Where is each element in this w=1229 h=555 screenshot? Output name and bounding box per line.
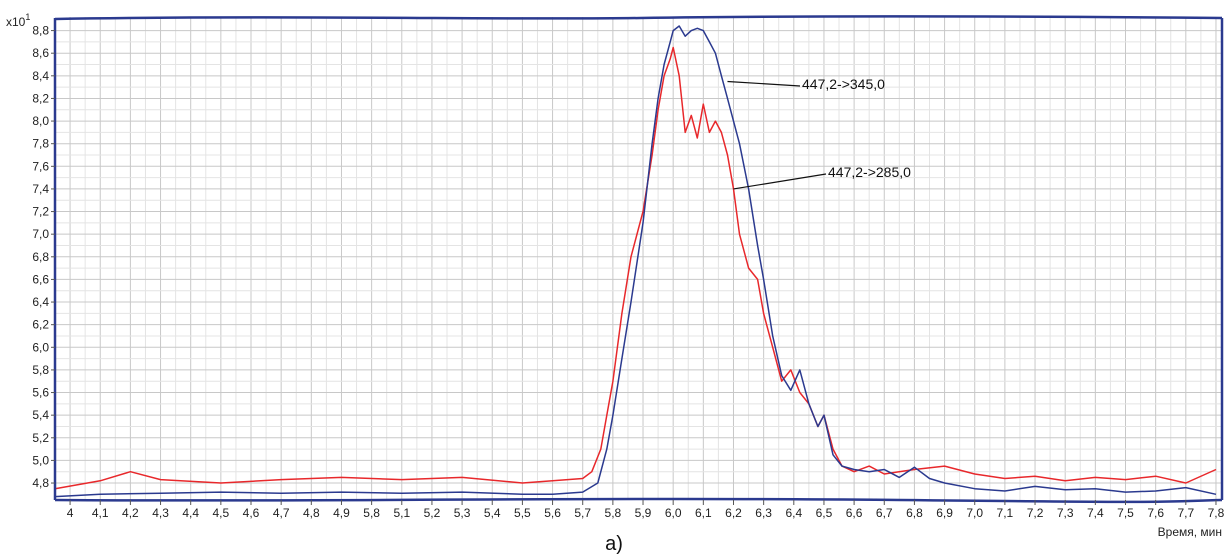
series-line-1	[54, 46, 1217, 490]
annotation-label: 447,2->285,0	[828, 164, 911, 180]
annotation-leader-line	[733, 173, 827, 190]
plot-frame	[53, 15, 1224, 504]
x-tick-label: 4,6	[243, 506, 260, 520]
x-tick-label: 5,2	[424, 506, 441, 520]
y-tick-label: 6,8	[32, 250, 49, 264]
x-tick-label: 7,7	[1177, 506, 1194, 520]
x-tick-label: 6,7	[876, 506, 893, 520]
x-tick-label: 4,5	[213, 506, 230, 520]
x-tick-label: 7,1	[997, 506, 1014, 520]
x-tick-label: 6,6	[846, 506, 863, 520]
x-tick-label: 6,5	[816, 506, 833, 520]
y-tick-labels: 4,8 5,0 5,2 5,4 5,6 5,8 6,0 6,2 6,4 6,6 6,8 7,0 7,2 7…	[32, 24, 55, 490]
series-group	[54, 25, 1217, 498]
y-tick-label: 7,8	[32, 137, 49, 151]
annotation-leader-line	[727, 80, 801, 87]
y-tick-label: 8,2	[32, 91, 49, 105]
x-tick-label: 5,8	[605, 506, 622, 520]
x-tick-label: 5,9	[635, 506, 652, 520]
frame-top	[54, 15, 1223, 21]
x-tick-label: 7,2	[1027, 506, 1044, 520]
y-tick-label: 8,0	[32, 114, 49, 128]
y-tick-label: 7,0	[32, 227, 49, 241]
x-tick-label: 4,9	[333, 506, 350, 520]
x-tick-label: 7,6	[1147, 506, 1164, 520]
y-tick-label: 6,6	[32, 272, 49, 286]
y-tick-label: 4,8	[32, 476, 49, 490]
y-tick-label: 5,0	[32, 453, 49, 467]
x-tick-label: 7,8	[1208, 506, 1225, 520]
y-tick-label: 8,8	[32, 24, 49, 38]
x-tick-label: 4	[67, 506, 74, 520]
y-tick-label: 7,6	[32, 159, 49, 173]
y-tick-label: 8,4	[32, 69, 49, 83]
x-tick-label: 7,3	[1057, 506, 1074, 520]
y-tick-label: 6,2	[32, 318, 49, 332]
figure-caption: а)	[605, 533, 623, 555]
grid	[55, 17, 1222, 500]
y-tick-label: 8,6	[32, 46, 49, 60]
frame-bottom	[54, 497, 1223, 504]
x-tick-label: 7,0	[966, 506, 983, 520]
x-tick-label: 4,3	[152, 506, 169, 520]
y-tick-label: 5,4	[32, 408, 49, 422]
x-tick-label: 6,3	[755, 506, 772, 520]
x-tick-label: 7,4	[1087, 506, 1104, 520]
y-exponent-power: 1	[25, 12, 30, 22]
x-tick-label: 4,1	[92, 506, 109, 520]
y-tick-label: 6,4	[32, 295, 49, 309]
x-tick-label: 4,2	[122, 506, 139, 520]
x-tick-label: 4,4	[182, 506, 199, 520]
x-tick-label: 5,6	[544, 506, 561, 520]
y-exponent-base: x10	[6, 15, 26, 29]
x-tick-label: 5,1	[393, 506, 410, 520]
x-tick-label: 5,5	[514, 506, 531, 520]
x-tick-label: 5,3	[454, 506, 471, 520]
y-tick-label: 6,0	[32, 340, 49, 354]
y-tick-label: 5,6	[32, 386, 49, 400]
y-tick-label: 7,2	[32, 205, 49, 219]
x-tick-label: 6,2	[725, 506, 742, 520]
x-tick-label: 7,5	[1117, 506, 1134, 520]
x-tick-label: 5,8	[363, 506, 380, 520]
x-tick-label: 6,4	[785, 506, 802, 520]
y-tick-label: 7,4	[32, 182, 49, 196]
x-tick-label: 6,8	[906, 506, 923, 520]
x-tick-label: 6,1	[695, 506, 712, 520]
annotations-group: 447,2->345,0 447,2->285,0	[727, 76, 911, 190]
y-tick-label: 5,2	[32, 431, 49, 445]
x-tick-labels: 4 4,1 4,2 4,3 4,4 4,5 4,6 4,7 4,8 4,9 5,8 5,1 5,2 5,3…	[67, 500, 1225, 520]
x-tick-label: 5,7	[574, 506, 591, 520]
series-line-0	[54, 25, 1217, 498]
y-exponent-label: x101	[6, 12, 30, 29]
x-axis-title: Время, мин	[1158, 525, 1222, 539]
y-tick-label: 5,8	[32, 363, 49, 377]
x-tick-label: 6,0	[665, 506, 682, 520]
x-tick-label: 5,4	[484, 506, 501, 520]
x-tick-label: 6,9	[936, 506, 953, 520]
annotation-label: 447,2->345,0	[802, 76, 885, 92]
x-tick-label: 4,7	[273, 506, 290, 520]
x-tick-label: 4,8	[303, 506, 320, 520]
